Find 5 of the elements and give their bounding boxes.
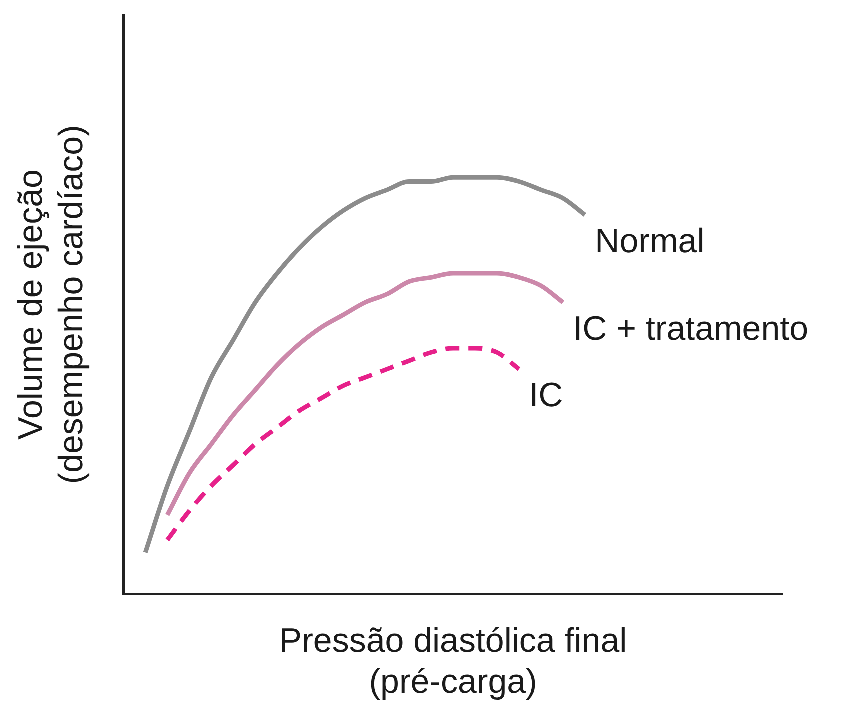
series-label: IC + tratamento: [573, 310, 808, 348]
series-label: IC: [529, 376, 564, 415]
y-axis-title: Volume de ejeção (desempenho cardíaco): [12, 125, 91, 484]
series-label: Normal: [595, 222, 705, 260]
x-axis-title: Pressão diastólica final (pré-carga): [279, 622, 628, 701]
